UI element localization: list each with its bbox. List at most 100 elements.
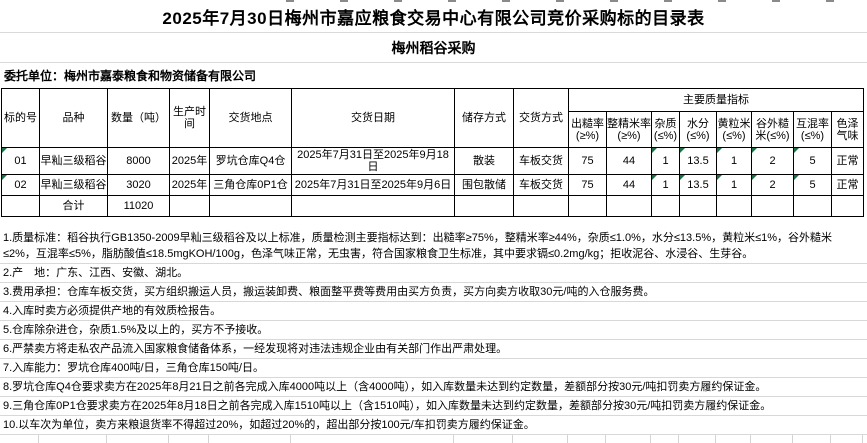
cell-quality: 75: [568, 174, 607, 196]
total-value: 11020: [107, 195, 170, 217]
cell-empty: [831, 195, 864, 217]
cell-text: 1: [730, 179, 738, 191]
cell-empty: [716, 195, 752, 217]
cell-delivery-place: 罗坑仓库Q4仓: [209, 147, 292, 175]
header-quality-col: 黄粒米(≤%): [716, 111, 752, 148]
header-production-time: 生产时间: [169, 88, 210, 148]
note-item: 8.罗坑仓库Q4仓要求卖方在2025年8月21日之前各完成入库4000吨以上（含…: [0, 378, 867, 397]
cell-empty: [568, 195, 607, 217]
header-variety: 品种: [39, 88, 108, 148]
header-lot-no: 标的号: [1, 88, 40, 148]
cell-quality: 75: [568, 147, 607, 175]
cell-quality: 1: [716, 174, 752, 196]
cell-quality: 2: [751, 174, 794, 196]
cell-error-indicator-icon: [680, 175, 685, 180]
header-quality-col: 水分(≤%): [679, 111, 717, 148]
cell-quality: 13.5: [679, 147, 717, 175]
cell-text: 5: [809, 155, 816, 167]
cell-empty: [169, 195, 210, 217]
cell-empty: [606, 195, 652, 217]
cell-empty: [513, 195, 569, 217]
cell-lot-no: 02: [1, 174, 40, 196]
cell-text: 5: [809, 179, 816, 191]
cell-lot-no: 01: [1, 147, 40, 175]
header-delivery-place: 交货地点: [209, 88, 292, 148]
cell-delivery-date: 2025年7月31日至2025年9月6日: [291, 174, 455, 196]
total-label: 合计: [39, 195, 108, 217]
subtitle-row: 梅州稻谷采购: [0, 33, 867, 63]
cell-storage-method: 散装: [454, 147, 514, 175]
cell-quantity: 8000: [107, 147, 170, 175]
header-quality-col: 色泽气味: [831, 111, 864, 148]
cell-empty: [1, 195, 40, 217]
page-title: 2025年7月30日梅州市嘉应粮食交易中心有限公司竞价采购标的目录表: [162, 8, 705, 28]
note-item: 3.费用承担：仓库车板交货，买方组织搬运人员，搬运装卸费、粮面整平费等费用由买方…: [0, 283, 867, 302]
header-delivery-method: 交货方式: [513, 88, 569, 148]
cell-storage-method: 围包散储: [454, 174, 514, 196]
cell-text: 1: [730, 155, 738, 167]
cell-error-indicator-icon: [652, 175, 657, 180]
lots-table: 标的号 品种 数量（吨） 生产时间 交货地点 交货日期 储存方式 交货方式 主要…: [1, 88, 864, 217]
note-item: 10.以车次为单位，卖方来粮退货率不得超过20%，如超过20%的，超出部分按10…: [0, 416, 867, 435]
cell-quality: 5: [793, 147, 832, 175]
cell-error-indicator-icon: [794, 175, 799, 180]
note-item: 4.入库时卖方必须提供产地的有效质检报告。: [0, 302, 867, 321]
header-quality-col: 杂质(≤%): [651, 111, 680, 148]
cell-production-time: 2025年: [169, 174, 210, 196]
cell-quality: 正常: [831, 147, 864, 175]
cell-error-indicator-icon: [794, 148, 799, 153]
cell-empty: [793, 195, 832, 217]
cell-variety: 早籼三级稻谷: [39, 147, 108, 175]
note-item: 2.产 地：广东、江西、安徽、湖北。: [0, 264, 867, 283]
spacer-row: [0, 217, 867, 229]
cell-delivery-place: 三角仓库0P1仓: [209, 174, 292, 196]
total-row: 合计 11020: [1, 195, 864, 217]
clipped-top-gridlines: [240, 0, 860, 2]
cell-text: 02: [14, 179, 27, 191]
cell-error-indicator-icon: [652, 148, 657, 153]
cell-text: 01: [14, 155, 27, 167]
title-row: 2025年7月30日梅州市嘉应粮食交易中心有限公司竞价采购标的目录表: [0, 0, 867, 33]
cell-delivery-method: 车板交货: [513, 174, 569, 196]
cell-empty: [291, 195, 455, 217]
header-delivery-date: 交货日期: [291, 88, 455, 148]
notes-section: 1.质量标准：稻谷执行GB1350-2009早籼三级稻谷及以上标准，质量检测主要…: [0, 229, 867, 435]
cell-quantity: 3020: [107, 174, 170, 196]
header-quality-col: 互混率(≤%): [793, 111, 832, 148]
note-item: 5.仓库除杂进仓，杂质1.5%及以上的，买方不予接收。: [0, 321, 867, 340]
note-item: 9.三角仓库0P1仓要求卖方在2025年8月18日之前各完成入库1510吨以上（…: [0, 397, 867, 416]
cell-empty: [679, 195, 717, 217]
cell-empty: [651, 195, 680, 217]
cell-variety: 早籼三级稻谷: [39, 174, 108, 196]
cell-quality: 2: [751, 147, 794, 175]
client-row: 委托单位：梅州市嘉泰粮食和物资储备有限公司: [0, 63, 867, 88]
cell-quality: 44: [606, 174, 652, 196]
cell-quality: 13.5: [679, 174, 717, 196]
cell-error-indicator-icon: [717, 175, 722, 180]
cell-quality: 1: [651, 174, 680, 196]
cell-delivery-date: 2025年7月31日至2025年9月18日: [291, 147, 455, 175]
cell-quality: 5: [793, 174, 832, 196]
cell-quality: 1: [651, 147, 680, 175]
header-storage-method: 储存方式: [454, 88, 514, 148]
cell-error-indicator-icon: [2, 148, 7, 153]
note-item: 7.入库能力：罗坑仓库400吨/日，三角仓库150吨/日。: [0, 359, 867, 378]
cell-text: 2: [769, 155, 776, 167]
cell-error-indicator-icon: [680, 148, 685, 153]
cell-text: 13.5: [687, 179, 709, 191]
cell-error-indicator-icon: [2, 175, 7, 180]
header-quality-group: 主要质量指标: [568, 88, 864, 112]
header-quality-col: 谷外糙米(≤%): [751, 111, 794, 148]
note-item: 1.质量标准：稻谷执行GB1350-2009早籼三级稻谷及以上标准，质量检测主要…: [0, 229, 867, 264]
cell-quality: 44: [606, 147, 652, 175]
cell-empty: [751, 195, 794, 217]
cell-text: 13.5: [687, 155, 709, 167]
table-row: 02 早籼三级稻谷 3020 2025年 三角仓库0P1仓 2025年7月31日…: [1, 174, 864, 196]
cell-production-time: 2025年: [169, 147, 210, 175]
table-row: 01 早籼三级稻谷 8000 2025年 罗坑仓库Q4仓 2025年7月31日至…: [1, 147, 864, 175]
cell-quality: 正常: [831, 174, 864, 196]
cell-text: 1: [662, 155, 669, 167]
note-item: 6.严禁卖方将走私农产品流入国家粮食储备体系，一经发现将对违法违规企业由有关部门…: [0, 340, 867, 359]
page-subtitle: 梅州稻谷采购: [391, 39, 476, 56]
